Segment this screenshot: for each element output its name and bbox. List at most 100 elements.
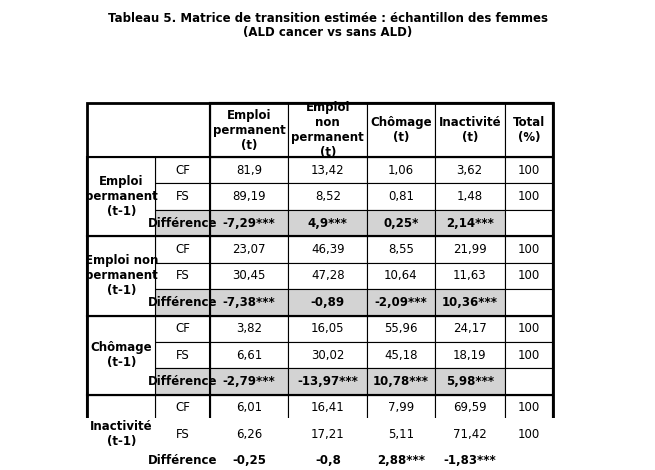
Text: 71,42: 71,42: [453, 428, 487, 441]
Text: 100: 100: [517, 428, 540, 441]
Bar: [155, 395, 210, 421]
Bar: [505, 447, 553, 470]
Bar: [435, 315, 505, 342]
Text: 7,99: 7,99: [388, 401, 414, 415]
Text: 0,81: 0,81: [388, 190, 414, 203]
Text: 100: 100: [517, 269, 540, 282]
Text: -7,38***: -7,38***: [223, 296, 276, 309]
Bar: [155, 315, 210, 342]
Bar: [87, 157, 155, 236]
Text: 30,02: 30,02: [311, 349, 345, 361]
Bar: [505, 236, 553, 263]
Text: 100: 100: [517, 401, 540, 415]
Bar: [288, 447, 367, 470]
Bar: [367, 421, 435, 447]
Text: Différence: Différence: [148, 296, 217, 309]
Bar: [155, 236, 210, 263]
Bar: [435, 395, 505, 421]
Text: Différence: Différence: [148, 454, 217, 467]
Text: CF: CF: [175, 164, 190, 177]
Bar: [155, 421, 210, 447]
Text: -7,29***: -7,29***: [223, 217, 276, 229]
Bar: [505, 157, 553, 183]
Bar: [288, 236, 367, 263]
Text: 4,9***: 4,9***: [308, 217, 348, 229]
Text: 6,01: 6,01: [236, 401, 262, 415]
Text: Total
(%): Total (%): [513, 116, 545, 144]
Text: 0,25*: 0,25*: [383, 217, 419, 229]
Bar: [87, 395, 155, 470]
Bar: [505, 210, 553, 236]
Bar: [505, 421, 553, 447]
Text: Différence: Différence: [148, 217, 217, 229]
Bar: [505, 342, 553, 368]
Bar: [210, 103, 553, 470]
Bar: [87, 236, 553, 315]
Bar: [288, 289, 367, 315]
Bar: [435, 183, 505, 210]
Bar: [87, 157, 553, 236]
Bar: [505, 289, 553, 315]
Bar: [155, 342, 210, 368]
Text: -0,25: -0,25: [232, 454, 266, 467]
Text: FS: FS: [176, 349, 189, 361]
Text: 5,98***: 5,98***: [445, 375, 494, 388]
Text: Chômage
(t-1): Chômage (t-1): [90, 341, 152, 369]
Text: 10,64: 10,64: [384, 269, 418, 282]
Bar: [435, 263, 505, 289]
Bar: [367, 395, 435, 421]
Text: 100: 100: [517, 243, 540, 256]
Bar: [210, 395, 288, 421]
Text: 100: 100: [517, 164, 540, 177]
Bar: [435, 289, 505, 315]
Bar: [210, 103, 553, 157]
Text: Emploi
permanent
(t): Emploi permanent (t): [213, 109, 286, 152]
Text: 3,62: 3,62: [457, 164, 483, 177]
Text: 21,99: 21,99: [453, 243, 487, 256]
Text: 55,96: 55,96: [384, 322, 418, 335]
Bar: [367, 157, 435, 183]
Text: Emploi
non
permanent
(t): Emploi non permanent (t): [291, 101, 364, 159]
Bar: [288, 421, 367, 447]
Bar: [505, 395, 553, 421]
Bar: [367, 315, 435, 342]
Bar: [210, 447, 288, 470]
Text: 47,28: 47,28: [311, 269, 345, 282]
Bar: [155, 447, 210, 470]
Bar: [210, 315, 288, 342]
Bar: [155, 157, 210, 183]
Text: -0,89: -0,89: [310, 296, 345, 309]
Bar: [367, 183, 435, 210]
Bar: [210, 289, 288, 315]
Text: 1,48: 1,48: [457, 190, 483, 203]
Bar: [435, 368, 505, 395]
Bar: [87, 315, 155, 395]
Text: 69,59: 69,59: [453, 401, 487, 415]
Text: 11,63: 11,63: [453, 269, 487, 282]
Bar: [87, 395, 553, 470]
Text: FS: FS: [176, 190, 189, 203]
Text: Inactivité
(t): Inactivité (t): [438, 116, 501, 144]
Bar: [210, 157, 288, 183]
Bar: [367, 289, 435, 315]
Text: Emploi
permanent
(t-1): Emploi permanent (t-1): [85, 175, 158, 218]
Text: (ALD cancer vs sans ALD): (ALD cancer vs sans ALD): [243, 26, 412, 39]
Bar: [288, 103, 367, 157]
Text: 89,19: 89,19: [233, 190, 266, 203]
Bar: [435, 157, 505, 183]
Text: 8,55: 8,55: [388, 243, 414, 256]
Bar: [367, 263, 435, 289]
Text: FS: FS: [176, 269, 189, 282]
Bar: [367, 368, 435, 395]
Bar: [210, 236, 288, 263]
Bar: [155, 263, 210, 289]
Bar: [155, 289, 210, 315]
Bar: [210, 183, 288, 210]
Bar: [435, 236, 505, 263]
Bar: [87, 315, 553, 395]
Text: 18,19: 18,19: [453, 349, 487, 361]
Bar: [288, 210, 367, 236]
Text: 45,18: 45,18: [384, 349, 418, 361]
Text: -2,79***: -2,79***: [223, 375, 276, 388]
Bar: [435, 210, 505, 236]
